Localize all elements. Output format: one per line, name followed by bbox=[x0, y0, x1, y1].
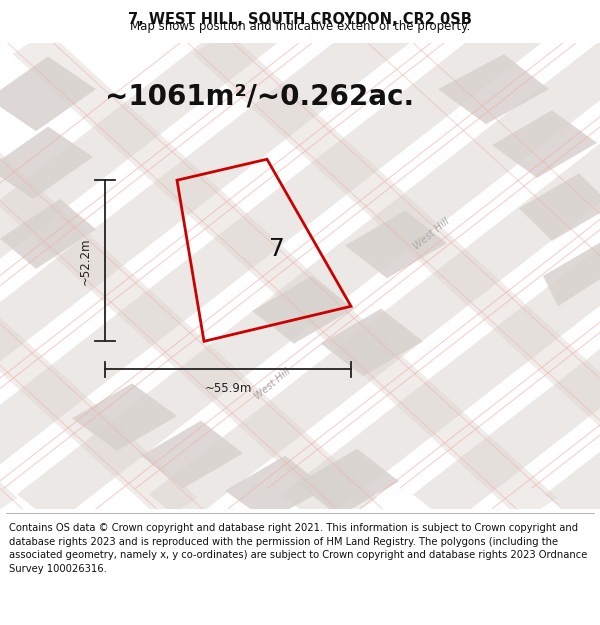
Polygon shape bbox=[0, 31, 197, 521]
Polygon shape bbox=[297, 449, 399, 516]
Polygon shape bbox=[0, 0, 511, 524]
Polygon shape bbox=[0, 199, 96, 269]
Polygon shape bbox=[0, 31, 17, 521]
Polygon shape bbox=[0, 56, 96, 131]
Text: ~52.2m: ~52.2m bbox=[79, 237, 92, 284]
Polygon shape bbox=[281, 0, 600, 524]
Polygon shape bbox=[492, 110, 597, 178]
Polygon shape bbox=[141, 421, 243, 488]
Text: ~1061m²/~0.262ac.: ~1061m²/~0.262ac. bbox=[105, 82, 414, 110]
Polygon shape bbox=[149, 0, 600, 524]
Text: West Hill: West Hill bbox=[412, 216, 452, 252]
Polygon shape bbox=[13, 31, 557, 521]
Polygon shape bbox=[225, 456, 327, 521]
Polygon shape bbox=[413, 0, 600, 524]
Text: Contains OS data © Crown copyright and database right 2021. This information is : Contains OS data © Crown copyright and d… bbox=[9, 523, 587, 574]
Polygon shape bbox=[252, 276, 354, 344]
Polygon shape bbox=[0, 126, 93, 199]
Text: Map shows position and indicative extent of the property.: Map shows position and indicative extent… bbox=[130, 20, 470, 33]
Polygon shape bbox=[438, 54, 549, 124]
Polygon shape bbox=[545, 0, 600, 524]
Polygon shape bbox=[321, 309, 423, 376]
Text: 7: 7 bbox=[269, 237, 284, 261]
Text: 7, WEST HILL, SOUTH CROYDON, CR2 0SB: 7, WEST HILL, SOUTH CROYDON, CR2 0SB bbox=[128, 12, 472, 27]
Polygon shape bbox=[0, 31, 377, 521]
Polygon shape bbox=[345, 211, 447, 278]
Text: West Hill: West Hill bbox=[253, 366, 293, 401]
Polygon shape bbox=[72, 383, 177, 451]
Polygon shape bbox=[0, 0, 600, 524]
Polygon shape bbox=[0, 0, 379, 524]
Text: ~55.9m: ~55.9m bbox=[205, 382, 251, 396]
Polygon shape bbox=[193, 31, 600, 521]
Polygon shape bbox=[519, 173, 600, 241]
Polygon shape bbox=[543, 241, 600, 306]
Polygon shape bbox=[17, 0, 600, 524]
